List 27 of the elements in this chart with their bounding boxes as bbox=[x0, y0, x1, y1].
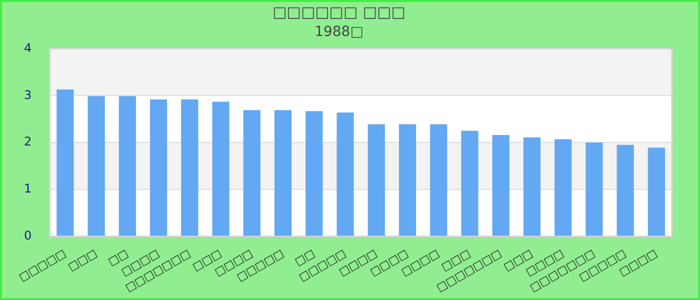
bar bbox=[430, 124, 448, 236]
bar bbox=[150, 99, 168, 236]
bar bbox=[181, 99, 198, 236]
bar bbox=[616, 144, 634, 236]
y-tick-label: 4 bbox=[24, 40, 32, 55]
bar bbox=[492, 135, 510, 236]
bar bbox=[523, 137, 541, 236]
chart-title: □□□□□□ □□□ bbox=[272, 2, 406, 21]
y-tick-label: 1 bbox=[24, 181, 32, 196]
bar bbox=[368, 124, 385, 236]
bar bbox=[554, 139, 572, 236]
bar bbox=[398, 124, 416, 236]
bar bbox=[648, 148, 665, 236]
bar bbox=[336, 112, 354, 236]
bar bbox=[88, 96, 105, 236]
chart-subtitle: 1988□ bbox=[314, 24, 364, 40]
y-tick-label: 3 bbox=[24, 88, 32, 102]
bar bbox=[274, 110, 292, 236]
bar bbox=[56, 90, 74, 236]
y-tick-label: 2 bbox=[24, 134, 32, 149]
bar bbox=[212, 102, 230, 236]
bar bbox=[243, 110, 260, 236]
bar bbox=[118, 96, 136, 236]
bar bbox=[461, 130, 478, 236]
y-tick-label: 0 bbox=[24, 228, 32, 242]
bar bbox=[586, 142, 603, 236]
bar bbox=[306, 111, 323, 236]
